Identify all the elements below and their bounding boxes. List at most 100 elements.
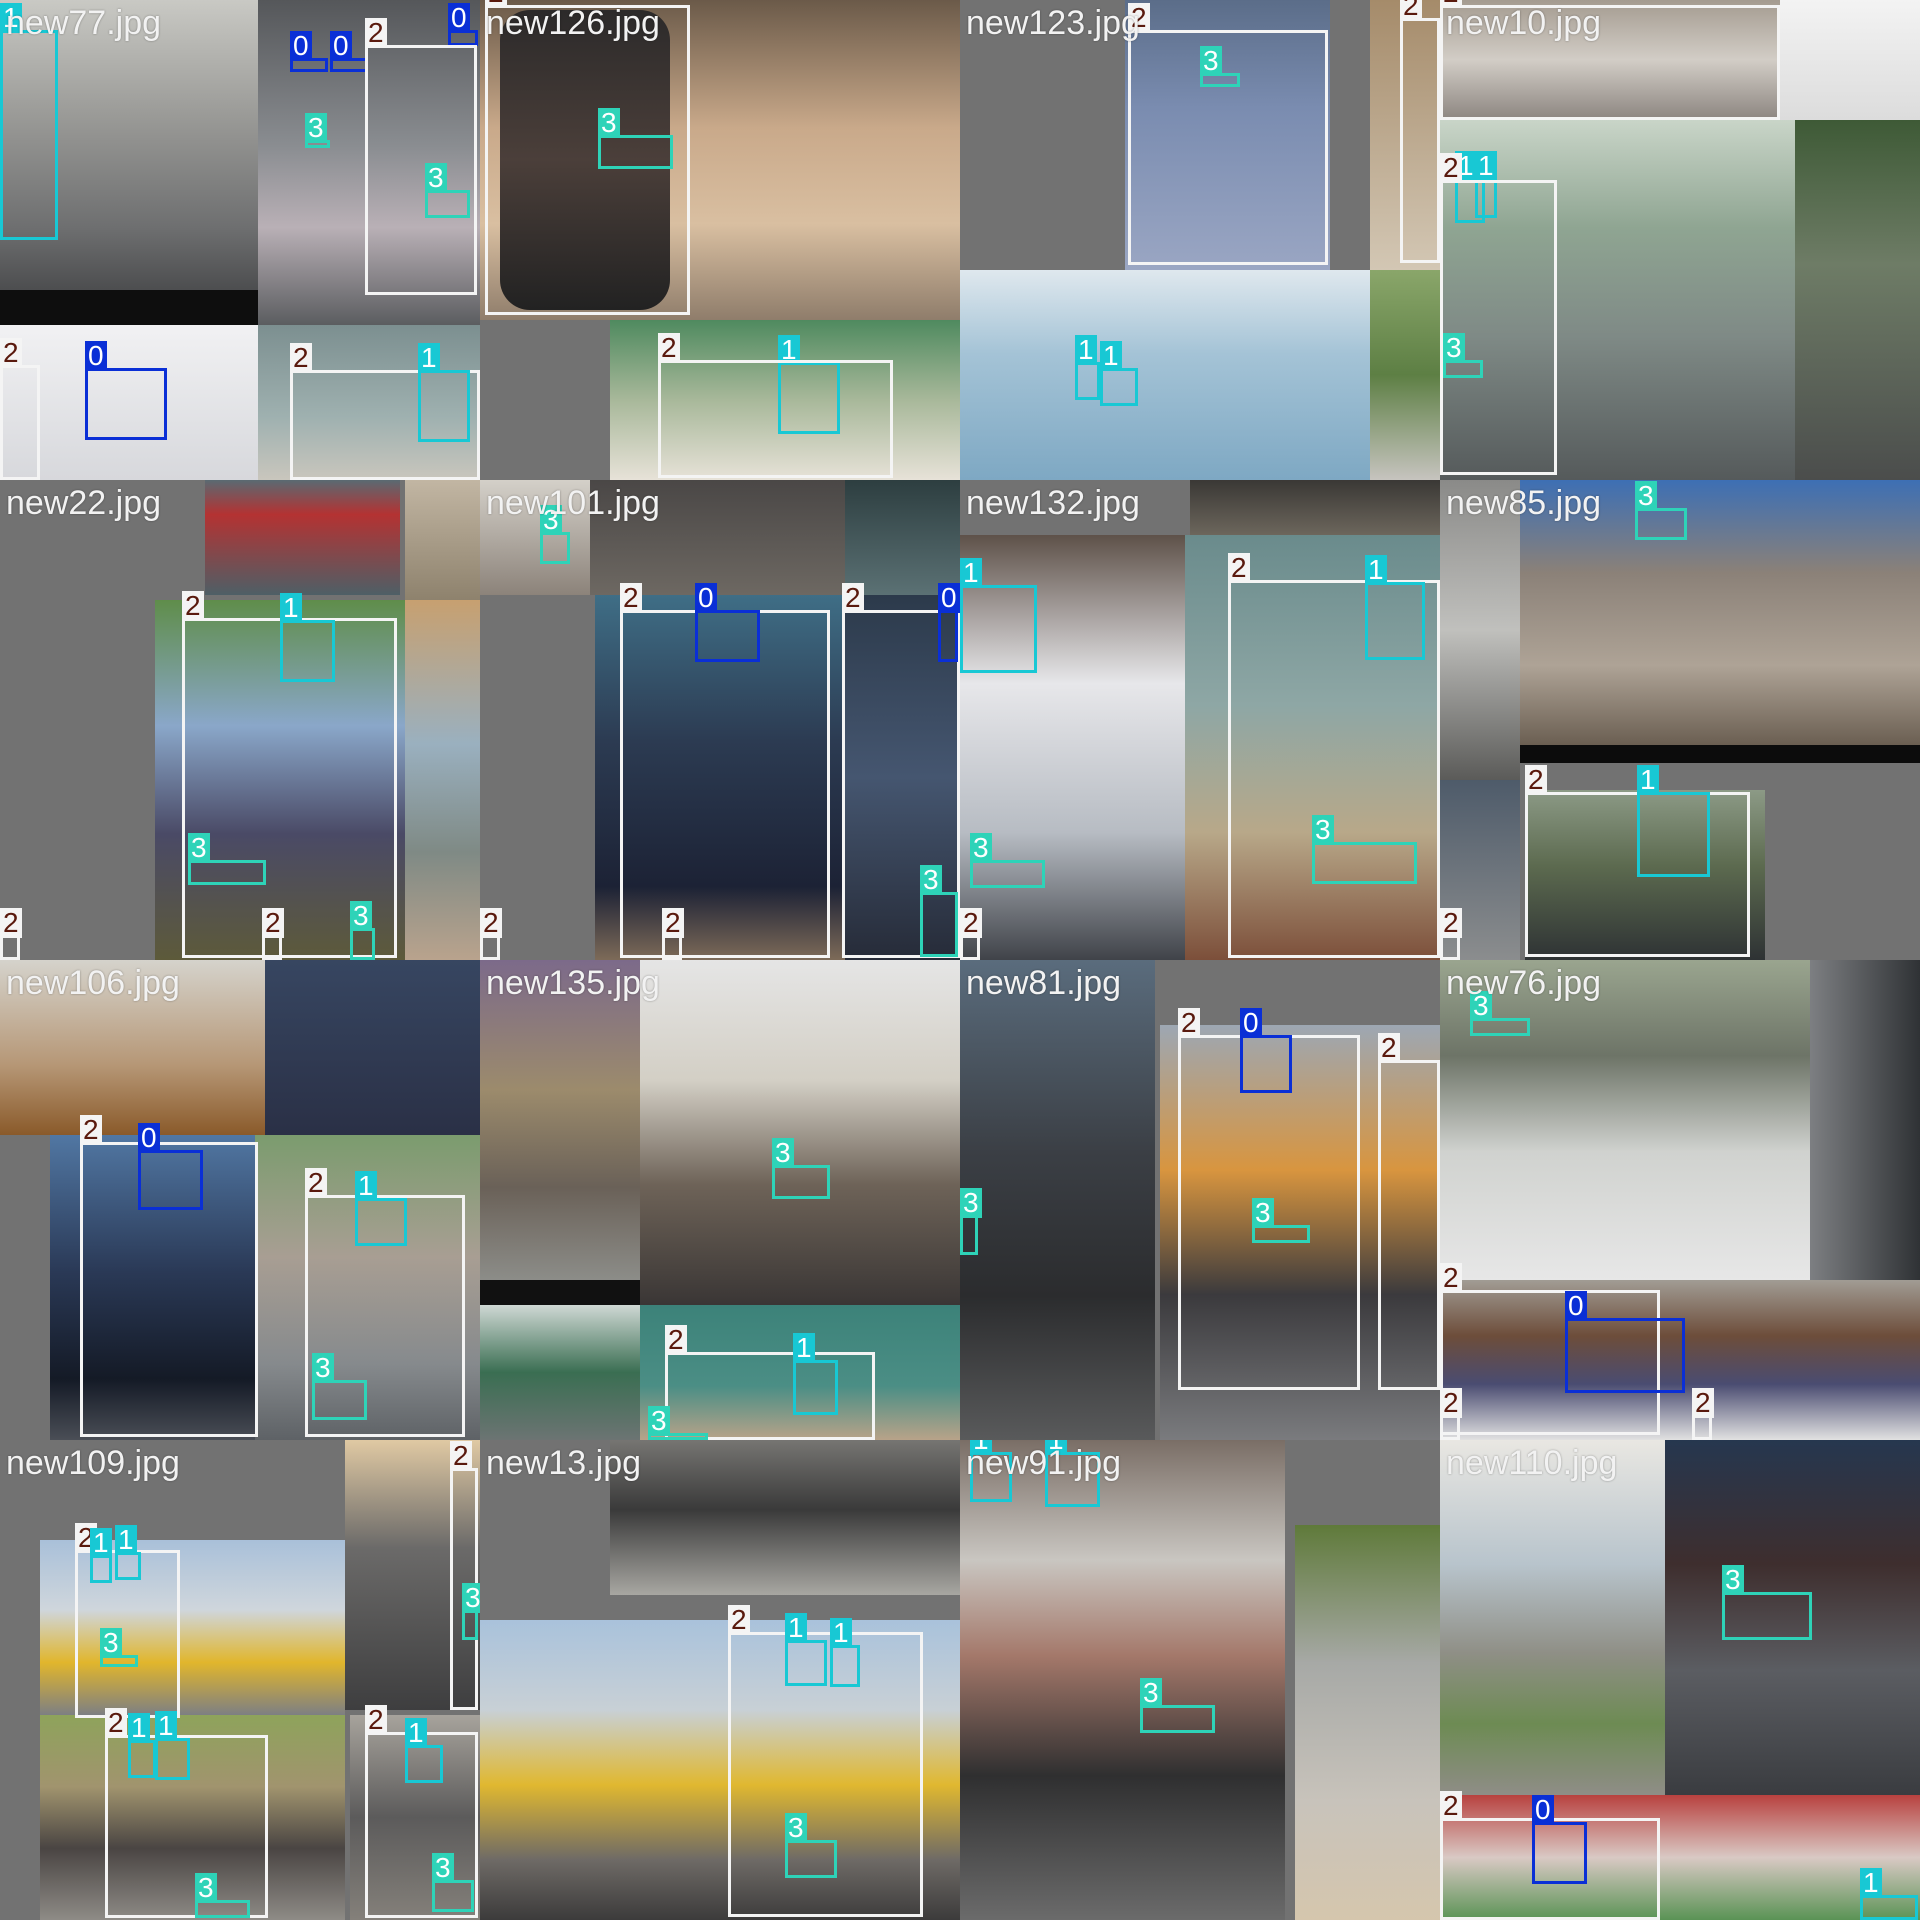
bbox-label: 3 bbox=[312, 1353, 334, 1383]
bbox-label: 1 bbox=[785, 1613, 807, 1643]
bbox-label: 1 bbox=[1045, 1440, 1067, 1455]
bbox-label: 2 bbox=[728, 1605, 750, 1635]
tile-filename: new126.jpg bbox=[486, 4, 660, 42]
bbox-class-0: 0 bbox=[85, 341, 167, 440]
bbox-class-0: 0 bbox=[1240, 1008, 1292, 1093]
bbox-class-2: 2 bbox=[1128, 3, 1328, 265]
bbox-class-3: 3 bbox=[1470, 991, 1530, 1036]
bbox-class-2: 2 bbox=[1440, 0, 1780, 120]
bbox-label: 0 bbox=[1240, 1008, 1262, 1038]
bbox-class-3: 3 bbox=[1140, 1678, 1215, 1733]
tile-photo bbox=[480, 480, 960, 960]
bbox-class-1: 1 bbox=[1637, 765, 1710, 877]
tile-photo bbox=[0, 480, 480, 960]
tile-filename: new109.jpg bbox=[6, 1444, 180, 1482]
bbox-label: 3 bbox=[1140, 1678, 1162, 1708]
tile-photo bbox=[480, 1440, 960, 1920]
bbox-label: 2 bbox=[1440, 1791, 1462, 1821]
bbox-class-1: 1 bbox=[0, 3, 58, 240]
bbox-label: 2 bbox=[1440, 1388, 1462, 1418]
bbox-label: 2 bbox=[80, 1115, 102, 1145]
mosaic-tile: new10.jpg 2 1 1 3 2 bbox=[1440, 0, 1920, 480]
tile-photo bbox=[960, 0, 1440, 480]
bbox-label: 3 bbox=[195, 1873, 217, 1903]
bbox-class-3: 3 bbox=[188, 833, 266, 885]
mosaic-tile: new106.jpg 2 0 2 1 3 bbox=[0, 960, 480, 1440]
tile-filename: new77.jpg bbox=[6, 4, 162, 42]
bbox-class-3: 3 bbox=[350, 901, 375, 960]
bbox-class-2: 2 bbox=[620, 583, 830, 958]
bbox-label: 1 bbox=[1100, 341, 1122, 371]
bbox-class-1: 1 bbox=[405, 1718, 443, 1783]
bbox-label: 3 bbox=[350, 901, 372, 931]
bbox-label: 2 bbox=[365, 18, 387, 48]
tile-photo bbox=[1440, 1440, 1920, 1920]
bbox-class-3: 3 bbox=[1252, 1198, 1310, 1243]
bbox-class-3: 3 bbox=[100, 1628, 138, 1667]
bbox-label: 2 bbox=[480, 908, 502, 938]
tile-filename: new123.jpg bbox=[966, 4, 1140, 42]
bbox-class-1: 1 bbox=[793, 1333, 838, 1415]
bbox-label: 1 bbox=[155, 1711, 177, 1741]
mosaic-tile: new101.jpg 3 2 0 2 0 3 2 2 bbox=[480, 480, 960, 960]
bbox-label: 2 bbox=[485, 0, 507, 8]
bbox-class-2: 2 bbox=[1228, 553, 1440, 958]
bbox-class-2: 2 bbox=[1440, 908, 1462, 960]
tile-photo bbox=[960, 1440, 1440, 1920]
tile-filename: new132.jpg bbox=[966, 484, 1140, 522]
bbox-class-2: 2 bbox=[480, 908, 502, 960]
bbox-class-2: 2 bbox=[1440, 1388, 1462, 1440]
bbox-class-0: 0 bbox=[938, 583, 960, 662]
mosaic-tile: new76.jpg 3 2 0 2 2 bbox=[1440, 960, 1920, 1440]
bbox-class-3: 3 bbox=[462, 1583, 480, 1640]
bbox-class-3: 3 bbox=[312, 1353, 367, 1420]
bbox-class-2: 2 bbox=[728, 1605, 923, 1917]
bbox-label: 3 bbox=[648, 1406, 670, 1436]
bbox-label: 1 bbox=[1075, 335, 1097, 365]
bbox-class-0: 0 bbox=[695, 583, 760, 662]
bbox-label: 0 bbox=[290, 31, 312, 61]
bbox-label: 1 bbox=[90, 1528, 112, 1558]
mosaic-tile: new126.jpg 2 3 1 2 bbox=[480, 0, 960, 480]
bbox-label: 2 bbox=[1228, 553, 1250, 583]
tile-filename: new135.jpg bbox=[486, 964, 660, 1002]
bbox-class-3: 3 bbox=[772, 1138, 830, 1199]
bbox-class-3: 3 bbox=[970, 833, 1045, 888]
mosaic-tile: new132.jpg 1 2 1 3 3 2 bbox=[960, 480, 1440, 960]
bbox-class-2: 2 bbox=[80, 1115, 258, 1437]
bbox-label: 2 bbox=[450, 1441, 472, 1471]
bbox-label: 1 bbox=[778, 335, 800, 365]
bbox-label: 2 bbox=[1440, 908, 1462, 938]
bbox-label: 2 bbox=[182, 591, 204, 621]
mosaic-tile: new135.jpg 3 2 1 3 bbox=[480, 960, 960, 1440]
bbox-class-2: 2 bbox=[658, 333, 893, 478]
bbox-class-3: 3 bbox=[785, 1813, 837, 1878]
tile-photo bbox=[960, 480, 1440, 960]
bbox-label: 1 bbox=[0, 3, 22, 33]
bbox-label: 0 bbox=[1532, 1795, 1554, 1825]
bbox-label: 3 bbox=[305, 113, 327, 143]
bbox-label: 0 bbox=[695, 583, 717, 613]
tile-filename: new81.jpg bbox=[966, 964, 1122, 1002]
mosaic-tile: new77.jpg 1 0 0 0 2 3 3 0 2 1 2 bbox=[0, 0, 480, 480]
bbox-class-2: 2 bbox=[1440, 1263, 1660, 1435]
bbox-label: 1 bbox=[405, 1718, 427, 1748]
tile-filename: new76.jpg bbox=[1446, 964, 1602, 1002]
bbox-label: 3 bbox=[970, 833, 992, 863]
bbox-class-3: 3 bbox=[305, 113, 330, 148]
bbox-class-2: 2 bbox=[1400, 0, 1440, 263]
bbox-label: 3 bbox=[772, 1138, 794, 1168]
bbox-label: 0 bbox=[330, 31, 352, 61]
bbox-class-2: 2 bbox=[662, 908, 684, 960]
bbox-class-1: 1 bbox=[1045, 1440, 1100, 1507]
bbox-label: 1 bbox=[1860, 1868, 1882, 1898]
bbox-class-3: 3 bbox=[598, 108, 673, 169]
bbox-label: 2 bbox=[658, 333, 680, 363]
bbox-label: 2 bbox=[105, 1708, 127, 1738]
bbox-label: 3 bbox=[1252, 1198, 1274, 1228]
bbox-class-2: 2 bbox=[1378, 1033, 1440, 1390]
mosaic-tile: new22.jpg 2 1 3 3 2 2 bbox=[0, 480, 480, 960]
bbox-label: 2 bbox=[290, 343, 312, 373]
bbox-label: 2 bbox=[842, 583, 864, 613]
bbox-class-2: 2 bbox=[960, 908, 982, 960]
